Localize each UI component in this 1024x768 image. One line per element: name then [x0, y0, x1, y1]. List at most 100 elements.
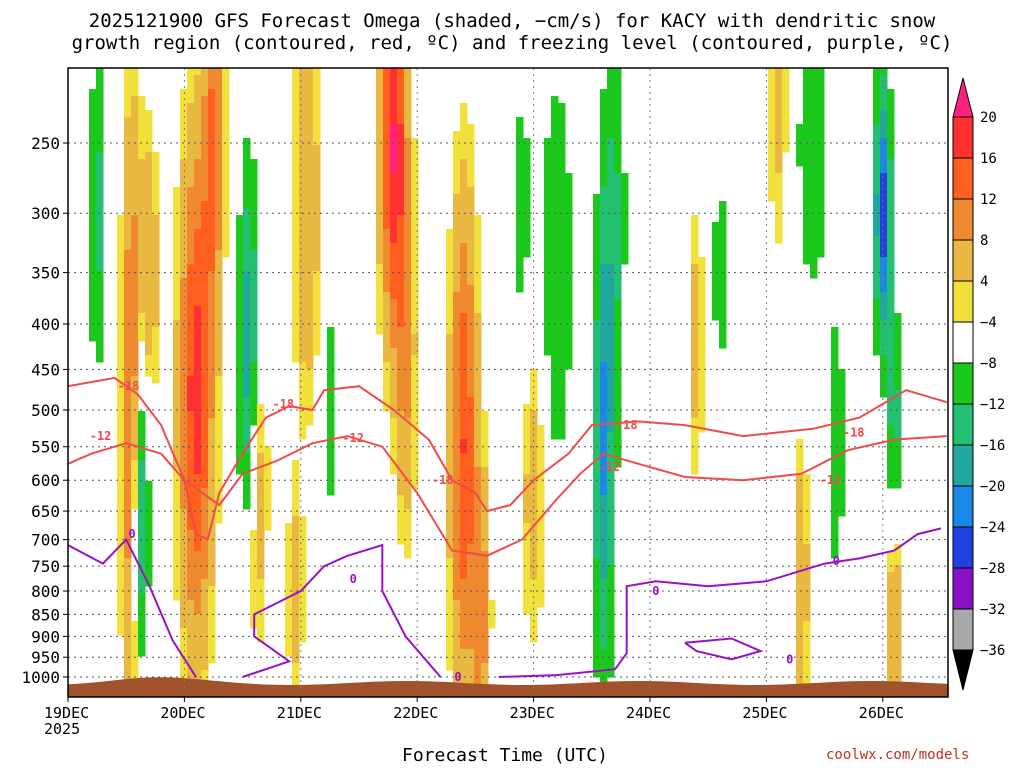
- omega-cell: [894, 481, 902, 489]
- omega-cell: [124, 285, 132, 293]
- omega-cell: [453, 334, 461, 342]
- colorbar-segment: [952, 157, 974, 200]
- omega-cell: [467, 642, 475, 650]
- omega-cell: [215, 341, 223, 349]
- omega-cell: [600, 523, 608, 531]
- omega-cell: [621, 257, 629, 265]
- omega-cell: [558, 215, 566, 223]
- omega-cell: [124, 488, 132, 496]
- omega-cell: [299, 110, 307, 118]
- omega-cell: [208, 103, 216, 111]
- omega-cell: [131, 404, 139, 412]
- omega-cell: [187, 292, 195, 300]
- omega-cell: [775, 194, 783, 202]
- omega-cell: [411, 145, 419, 153]
- omega-cell: [250, 243, 258, 251]
- omega-cell: [810, 236, 818, 244]
- omega-cell: [187, 404, 195, 412]
- omega-cell: [89, 194, 97, 202]
- omega-cell: [565, 299, 573, 307]
- omega-cell: [306, 215, 314, 223]
- omega-cell: [474, 278, 482, 286]
- omega-cell: [530, 453, 538, 461]
- omega-cell: [383, 117, 391, 125]
- omega-cell: [180, 565, 188, 573]
- omega-cell: [838, 439, 846, 447]
- omega-cell: [796, 593, 804, 601]
- omega-cell: [250, 565, 258, 573]
- omega-cell: [131, 446, 139, 454]
- omega-cell: [775, 89, 783, 97]
- omega-cell: [208, 138, 216, 146]
- omega-cell: [544, 334, 552, 342]
- omega-cell: [803, 621, 811, 629]
- omega-cell: [208, 502, 216, 510]
- omega-cell: [607, 103, 615, 111]
- omega-cell: [411, 460, 419, 468]
- omega-cell: [208, 117, 216, 125]
- omega-cell: [96, 117, 104, 125]
- omega-cell: [768, 103, 776, 111]
- omega-cell: [145, 159, 153, 167]
- omega-cell: [453, 208, 461, 216]
- omega-cell: [467, 628, 475, 636]
- omega-cell: [89, 257, 97, 265]
- omega-cell: [887, 579, 895, 587]
- omega-cell: [565, 264, 573, 272]
- omega-cell: [404, 117, 412, 125]
- colorbar-bottom-arrow: [952, 649, 974, 691]
- omega-cell: [474, 565, 482, 573]
- omega-cell: [880, 327, 888, 335]
- omega-cell: [89, 222, 97, 230]
- omega-cell: [873, 75, 881, 83]
- omega-cell: [180, 131, 188, 139]
- omega-cell: [593, 649, 601, 657]
- omega-cell: [593, 530, 601, 538]
- omega-cell: [250, 579, 258, 587]
- omega-cell: [453, 278, 461, 286]
- omega-cell: [446, 586, 454, 594]
- omega-cell: [775, 103, 783, 111]
- omega-cell: [173, 201, 181, 209]
- omega-cell: [173, 355, 181, 363]
- omega-cell: [698, 278, 706, 286]
- colorbar-label: −36: [980, 643, 1005, 659]
- omega-cell: [446, 628, 454, 636]
- omega-cell: [516, 243, 524, 251]
- omega-cell: [488, 607, 496, 615]
- omega-cell: [138, 257, 146, 265]
- omega-cell: [817, 159, 825, 167]
- omega-cell: [257, 516, 265, 524]
- omega-cell: [600, 607, 608, 615]
- omega-cell: [117, 523, 125, 531]
- omega-cell: [558, 376, 566, 384]
- omega-cell: [180, 411, 188, 419]
- omega-cell: [887, 89, 895, 97]
- omega-cell: [817, 75, 825, 83]
- omega-cell: [600, 110, 608, 118]
- omega-cell: [880, 243, 888, 251]
- omega-cell: [516, 117, 524, 125]
- omega-cell: [215, 131, 223, 139]
- omega-cell: [481, 572, 489, 580]
- omega-cell: [180, 110, 188, 118]
- omega-cell: [565, 257, 573, 265]
- omega-cell: [124, 453, 132, 461]
- omega-cell: [467, 376, 475, 384]
- omega-cell: [145, 110, 153, 118]
- credit-link[interactable]: coolwx.com/models: [826, 747, 970, 763]
- omega-cell: [180, 453, 188, 461]
- omega-cell: [551, 334, 559, 342]
- omega-cell: [593, 271, 601, 279]
- omega-cell: [796, 656, 804, 664]
- omega-cell: [201, 439, 209, 447]
- omega-cell: [201, 299, 209, 307]
- snow-contour-label: -12: [598, 460, 620, 474]
- omega-cell: [208, 110, 216, 118]
- omega-cell: [404, 474, 412, 482]
- omega-cell: [810, 180, 818, 188]
- omega-cell: [460, 656, 468, 664]
- omega-cell: [201, 131, 209, 139]
- omega-cell: [453, 621, 461, 629]
- omega-cell: [446, 446, 454, 454]
